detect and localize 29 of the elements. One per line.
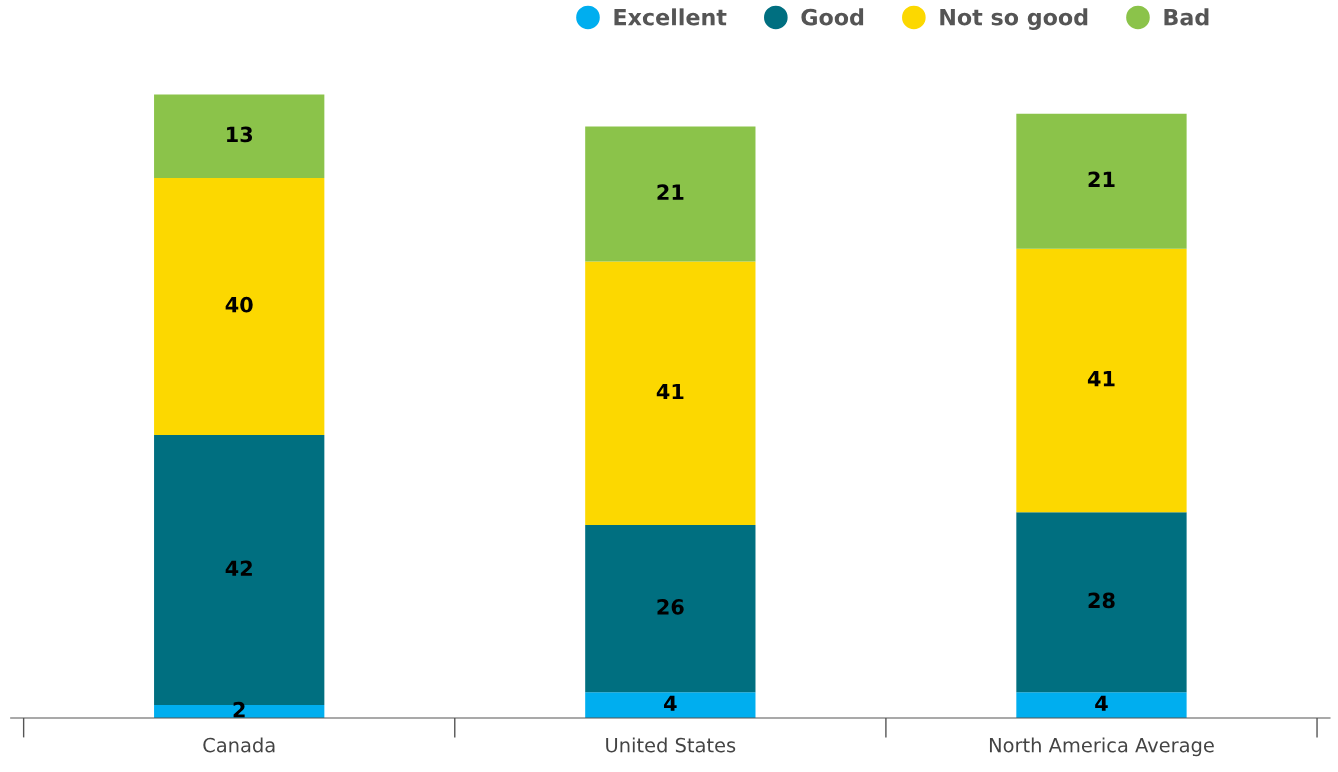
bar	[585, 692, 756, 718]
data-label: 13	[227, 126, 253, 143]
x-tick-label: Canada	[203, 737, 275, 753]
data-label: 21	[1088, 171, 1115, 187]
data-label: 4	[664, 695, 677, 711]
bar	[585, 126, 756, 262]
data-label: 40	[225, 296, 253, 313]
bar	[1016, 692, 1187, 718]
data-label: 28	[1088, 592, 1115, 609]
legend-label: Excellent	[614, 8, 727, 26]
bar	[1016, 113, 1187, 249]
legend-label: Good	[801, 8, 864, 26]
bar	[1016, 248, 1187, 513]
x-tick-label: United States	[606, 737, 736, 753]
data-label: 41	[656, 383, 684, 400]
data-label: 21	[657, 184, 684, 200]
data-label: 42	[225, 560, 252, 576]
bar	[154, 94, 325, 178]
bar	[585, 261, 756, 526]
data-label: 41	[1087, 371, 1115, 387]
bar	[1016, 512, 1187, 693]
data-label: 26	[657, 598, 684, 615]
data-label: 4	[1095, 695, 1108, 711]
data-label: 2	[233, 701, 245, 718]
x-tick-label: North America Average	[989, 737, 1214, 757]
bar	[154, 177, 325, 436]
legend-label: Not so good	[940, 8, 1088, 31]
legend-label: Bad	[1164, 8, 1209, 26]
bar	[585, 525, 756, 693]
